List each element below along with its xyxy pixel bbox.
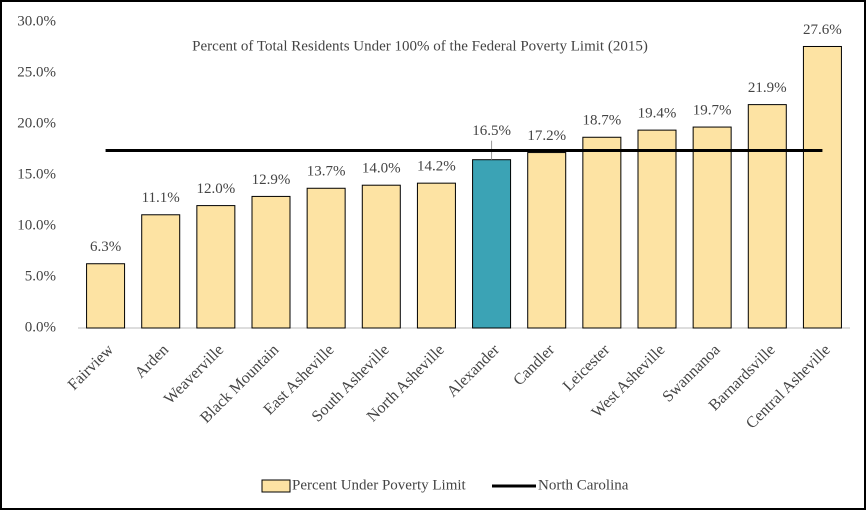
bar <box>527 152 567 329</box>
value-label: 27.6% <box>803 22 842 38</box>
value-label: 21.9% <box>748 80 787 96</box>
value-label: 14.0% <box>362 161 401 177</box>
legend-swatch <box>261 479 291 493</box>
y-tick-label: 15.0% <box>17 166 56 182</box>
y-tick-label: 20.0% <box>17 115 56 131</box>
bar <box>416 182 456 329</box>
bar <box>361 184 401 329</box>
bar <box>582 136 622 329</box>
value-label: 16.5% <box>472 123 511 139</box>
value-label: 19.4% <box>638 106 677 122</box>
bar <box>637 129 677 329</box>
value-label: 6.3% <box>90 239 121 255</box>
value-label: 12.0% <box>196 181 235 197</box>
bar <box>747 104 787 329</box>
y-tick-label: 5.0% <box>25 268 56 284</box>
bar <box>472 159 512 329</box>
bar <box>86 263 126 329</box>
value-label: 18.7% <box>582 113 621 129</box>
value-label: 17.2% <box>527 128 566 144</box>
bar <box>141 214 181 329</box>
y-tick-label: 10.0% <box>17 217 56 233</box>
bar <box>196 205 236 329</box>
value-label: 11.1% <box>142 190 180 206</box>
bar <box>692 126 732 329</box>
value-label: 14.2% <box>417 159 456 175</box>
bar <box>306 187 346 329</box>
legend-label: Percent Under Poverty Limit <box>292 477 467 493</box>
bar <box>802 45 842 329</box>
bar <box>251 195 291 329</box>
chart-title: Percent of Total Residents Under 100% of… <box>192 38 648 54</box>
value-label: 12.9% <box>252 172 291 188</box>
y-tick-label: 25.0% <box>17 64 56 80</box>
value-label: 19.7% <box>693 102 732 118</box>
y-tick-label: 30.0% <box>17 13 56 29</box>
y-tick-label: 0.0% <box>25 319 56 335</box>
value-label: 13.7% <box>307 164 346 180</box>
legend-label: North Carolina <box>538 477 629 493</box>
